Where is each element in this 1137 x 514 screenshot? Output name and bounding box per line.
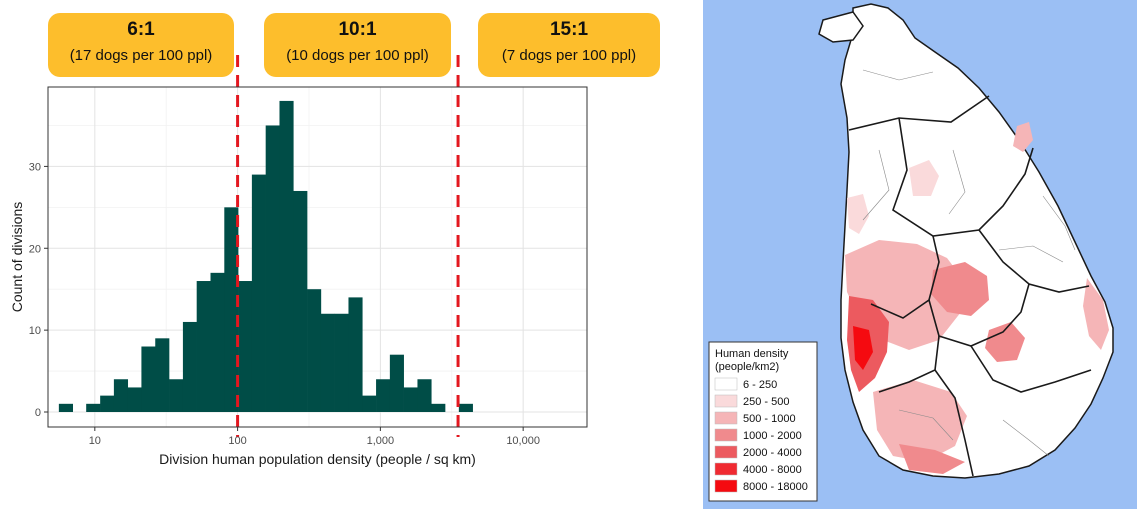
- province-borders: [848, 95, 1092, 477]
- histogram-bar: [265, 125, 280, 412]
- legend-swatch: [714, 462, 738, 476]
- ratio-box-low: 6:1 (17 dogs per 100 ppl): [48, 13, 234, 77]
- legend-title-line-1: Human density: [715, 348, 789, 360]
- legend-swatch: [714, 411, 738, 425]
- density-patch-kandy: [931, 262, 989, 316]
- histogram-bar: [210, 272, 225, 412]
- threshold-lines: [236, 55, 460, 437]
- histogram-bar: [431, 403, 446, 412]
- histogram-bar: [293, 190, 308, 412]
- density-patch-puttalam: [847, 194, 869, 234]
- x-tick-label: 100: [228, 435, 246, 447]
- x-tick-label: 10: [89, 435, 101, 447]
- legend-swatch: [714, 377, 738, 391]
- y-tick-label: 20: [29, 243, 41, 255]
- legend-swatch: [714, 479, 738, 493]
- histogram-bar: [307, 289, 322, 412]
- ratio-box-low-ratio: 6:1: [127, 19, 155, 40]
- ratio-box-high-detail: (7 dogs per 100 ppl): [501, 47, 637, 64]
- density-patch-south: [899, 444, 965, 474]
- density-patch-east-coast: [1083, 278, 1109, 350]
- histogram-bar: [169, 379, 184, 412]
- density-patch-southwest: [873, 380, 967, 462]
- histogram-bar: [458, 403, 473, 412]
- histogram-bar: [100, 395, 115, 412]
- legend-label: 2000 - 4000: [743, 447, 802, 459]
- jaffna-peninsula: [818, 11, 864, 43]
- ratio-box-mid: 10:1 (10 dogs per 100 ppl): [264, 13, 451, 77]
- histogram-bar: [376, 379, 391, 412]
- histogram-bar: [196, 281, 211, 412]
- histogram-bar: [238, 281, 253, 412]
- histogram-bar: [334, 313, 349, 412]
- plot-frame: [47, 86, 588, 428]
- y-axis-title: Count of divisions: [9, 202, 25, 313]
- axis-ticks: 10 100 1,000 10,000 0 10 20 30: [29, 161, 540, 447]
- legend-label: 8000 - 18000: [743, 481, 808, 493]
- histogram-bar: [141, 346, 156, 412]
- legend-label: 4000 - 8000: [743, 464, 802, 476]
- histogram-bar: [389, 354, 404, 412]
- histogram-bar: [417, 379, 432, 412]
- density-patch-trincomalee: [1013, 122, 1033, 152]
- legend-title-line-2: (people/km2): [715, 361, 779, 373]
- histogram-bar: [279, 100, 294, 413]
- legend-swatch: [714, 445, 738, 459]
- district-borders: [862, 69, 1076, 457]
- histogram-panel: 6:1 (17 dogs per 100 ppl) 10:1 (10 dogs …: [9, 13, 660, 467]
- histogram-bar: [224, 207, 239, 412]
- histogram-bar: [251, 174, 266, 412]
- legend-label: 6 - 250: [743, 379, 777, 391]
- sri-lanka-choropleth-map: Human density (people/km2) 6 - 250 250 - …: [703, 0, 1137, 509]
- ratio-box-high-ratio: 15:1: [549, 19, 589, 40]
- histogram-bar: [113, 379, 129, 412]
- y-tick-label: 10: [29, 325, 41, 337]
- density-patch-uva: [985, 322, 1025, 362]
- map-legend: Human density (people/km2) 6 - 250 250 - …: [708, 341, 818, 502]
- histogram-chart: 10 100 1,000 10,000 0 10 20 30 Division human p…: [9, 55, 588, 467]
- histogram-bar: [127, 387, 142, 412]
- density-patch-north-central: [909, 160, 939, 196]
- legend-swatch: [714, 428, 738, 442]
- histogram-bar: [155, 338, 170, 412]
- legend-label: 250 - 500: [743, 396, 789, 408]
- x-tick-label: 10,000: [506, 435, 540, 447]
- histogram-bar: [348, 297, 363, 412]
- ratio-box-mid-ratio: 10:1: [338, 19, 377, 40]
- histogram-bar: [58, 403, 74, 412]
- histogram-bar: [320, 313, 335, 412]
- x-tick-label: 1,000: [367, 435, 395, 447]
- histogram-bar: [86, 403, 101, 412]
- histogram-bars: [58, 100, 473, 413]
- x-axis-title: Division human population density (peopl…: [159, 451, 476, 467]
- ratio-box-high: 15:1 (7 dogs per 100 ppl): [478, 13, 660, 77]
- histogram-bar: [403, 387, 418, 412]
- y-tick-label: 0: [35, 407, 41, 419]
- legend-label: 1000 - 2000: [743, 430, 802, 442]
- legend-swatch: [714, 394, 738, 408]
- ratio-box-mid-detail: (10 dogs per 100 ppl): [286, 47, 429, 64]
- histogram-bar: [182, 321, 197, 412]
- legend-label: 500 - 1000: [743, 413, 796, 425]
- island-outline: [840, 3, 1114, 479]
- ratio-box-low-detail: (17 dogs per 100 ppl): [69, 47, 213, 64]
- histogram-bar: [362, 395, 377, 412]
- density-patch-colombo-core: [853, 326, 873, 370]
- density-map-panel: Human density (people/km2) 6 - 250 250 - …: [703, 0, 1137, 509]
- y-tick-label: 30: [29, 161, 41, 173]
